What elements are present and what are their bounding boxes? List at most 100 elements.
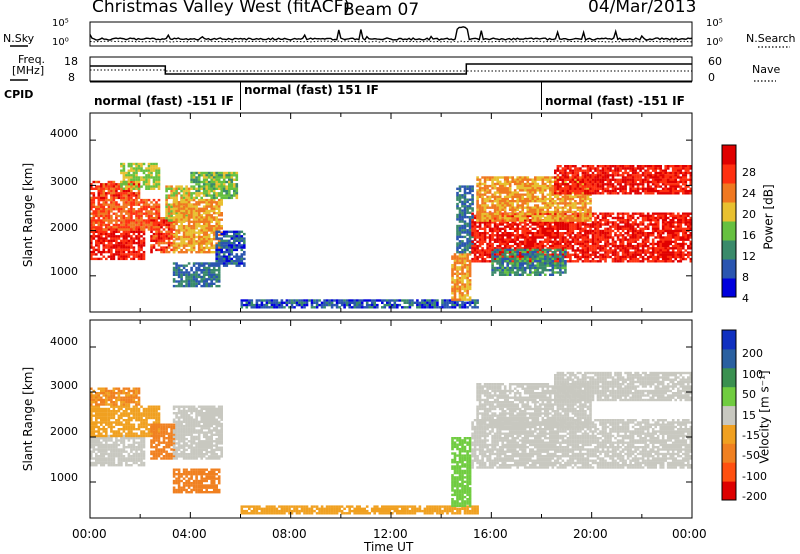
nsky-label: N.Sky (3, 32, 35, 45)
velocity-data-region-4 (172, 405, 223, 460)
xtick-00: 00:00 (72, 527, 107, 541)
power-data-region-4 (150, 217, 176, 254)
xaxis-label: Time UT (364, 540, 414, 554)
velocity-ytick-3000: 3000 (50, 379, 78, 392)
power-data (90, 162, 693, 309)
velocity-data-region-0 (90, 434, 146, 467)
velocity-data-region-1 (90, 405, 161, 438)
power-colorbar-swatch-1 (722, 259, 736, 279)
power-data-region-3 (120, 162, 161, 190)
power-colorbar-swatch-4 (722, 202, 736, 222)
velocity-ytick-2000: 2000 (50, 425, 78, 438)
power-data-region-1 (90, 198, 161, 231)
power-data-region-7 (190, 171, 239, 200)
xtick-04: 04:00 (172, 527, 207, 541)
power-cb-tick-20: 20 (742, 208, 756, 221)
velocity-colorbar-swatch-6 (722, 367, 736, 388)
power-colorbar-swatch-3 (722, 221, 736, 241)
nave-label: Nave (752, 63, 781, 76)
velocity-yticks (90, 346, 692, 483)
noise-left-tick-bottom: 10⁰ (52, 37, 69, 48)
velocity-colorbar-swatch-5 (722, 386, 736, 407)
velocity-colorbar-frame (721, 329, 737, 501)
nave-line (90, 69, 692, 72)
velocity-data-region-10 (554, 371, 693, 402)
cpid-segment-label-3: normal (fast) -151 IF (545, 94, 685, 108)
freq-line (90, 63, 692, 75)
xtick-24: 00:00 (672, 527, 707, 541)
vel-cb-tick-100: 100 (742, 368, 763, 381)
power-colorbar-swatch-6 (722, 164, 736, 184)
velocity-ytick-4000: 4000 (50, 335, 78, 348)
noise-panel-frame (89, 21, 693, 47)
velocity-colorbar-swatch-2 (722, 443, 736, 463)
cpid-segment-label-2: normal (fast) 151 IF (244, 83, 379, 97)
power-cb-tick-24: 24 (742, 187, 756, 200)
xtick-16: 16:00 (473, 527, 508, 541)
velocity-colorbar-swatch-1 (722, 462, 736, 482)
power-cb-tick-8: 8 (742, 271, 749, 284)
cpid-label: CPID (4, 88, 34, 101)
freq-label-top: Freq. (18, 53, 46, 66)
power-data-region-15 (491, 248, 567, 276)
power-cb-tick-4: 4 (742, 292, 749, 305)
velocity-colorbar (721, 329, 737, 501)
cpid-segment-label-1: normal (fast) -151 IF (94, 94, 234, 108)
velocity-data-region-6 (240, 505, 479, 515)
velocity-colorbar-swatch-4 (722, 405, 736, 425)
power-colorbar-swatch-2 (722, 240, 736, 260)
nsearch-label: N.Search (746, 32, 796, 45)
power-cb-tick-28: 28 (742, 166, 756, 179)
power-data-region-0 (90, 228, 146, 261)
xtick-12: 12:00 (373, 527, 408, 541)
freq-panel-frame (89, 56, 693, 82)
vel-cb-tick-m50: -50 (742, 449, 760, 462)
noise-right-tick-top: 10⁵ (706, 18, 723, 29)
xtick-08: 08:00 (272, 527, 307, 541)
velocity-colorbar-swatch-8 (722, 330, 736, 350)
plot-title: Christmas Valley West (fitACF) (92, 0, 351, 17)
freq-label-bottom: [MHz] (12, 64, 45, 77)
power-ytick-2000: 2000 (50, 221, 78, 234)
power-ytick-4000: 4000 (50, 127, 78, 140)
velocity-colorbar-swatch-0 (722, 481, 736, 501)
vel-cb-tick-m200: -200 (742, 490, 767, 503)
velocity-data-region-5 (172, 468, 221, 494)
power-data-region-10 (240, 299, 479, 309)
velocity-colorbar-swatch-3 (722, 424, 736, 444)
power-data-region-6 (172, 198, 223, 254)
freq-left-tick-top: 18 (64, 55, 78, 68)
velocity-data-region-7 (451, 437, 472, 507)
vel-cb-tick-15: 15 (742, 409, 756, 422)
velocity-data (90, 371, 693, 515)
power-data-region-9 (215, 230, 246, 267)
power-ytick-3000: 3000 (50, 175, 78, 188)
vel-cb-tick-200: 200 (742, 347, 763, 360)
power-colorbar-swatch-5 (722, 183, 736, 203)
noise-sky-line (89, 26, 693, 42)
xticks (89, 113, 693, 518)
date-label: 04/Mar/2013 (588, 0, 697, 17)
power-colorbar-swatch-7 (722, 145, 736, 165)
vel-cb-tick-50: 50 (742, 388, 756, 401)
velocity-data-region-3 (150, 423, 176, 460)
velocity-ytick-1000: 1000 (50, 471, 78, 484)
power-data-region-12 (456, 185, 474, 254)
power-cb-tick-16: 16 (742, 229, 756, 242)
velocity-colorbar-swatch-7 (722, 348, 736, 369)
noise-search-line (89, 40, 693, 43)
cpid-dividers (240, 82, 542, 110)
power-data-region-16 (554, 165, 693, 195)
noise-left-tick-top: 10⁵ (52, 18, 69, 29)
power-colorbar (721, 144, 737, 298)
power-ytick-1000: 1000 (50, 265, 78, 278)
power-colorbar-swatch-0 (722, 278, 736, 298)
freq-left-tick-bottom: 8 (68, 71, 75, 84)
noise-right-tick-bottom: 10⁰ (706, 37, 723, 48)
power-data-region-11 (451, 253, 472, 301)
vel-cb-tick-m100: -100 (742, 470, 767, 483)
vel-cb-tick-m15: -15 (742, 429, 760, 442)
power-yticks (90, 139, 692, 277)
power-colorbar-frame (721, 144, 737, 298)
